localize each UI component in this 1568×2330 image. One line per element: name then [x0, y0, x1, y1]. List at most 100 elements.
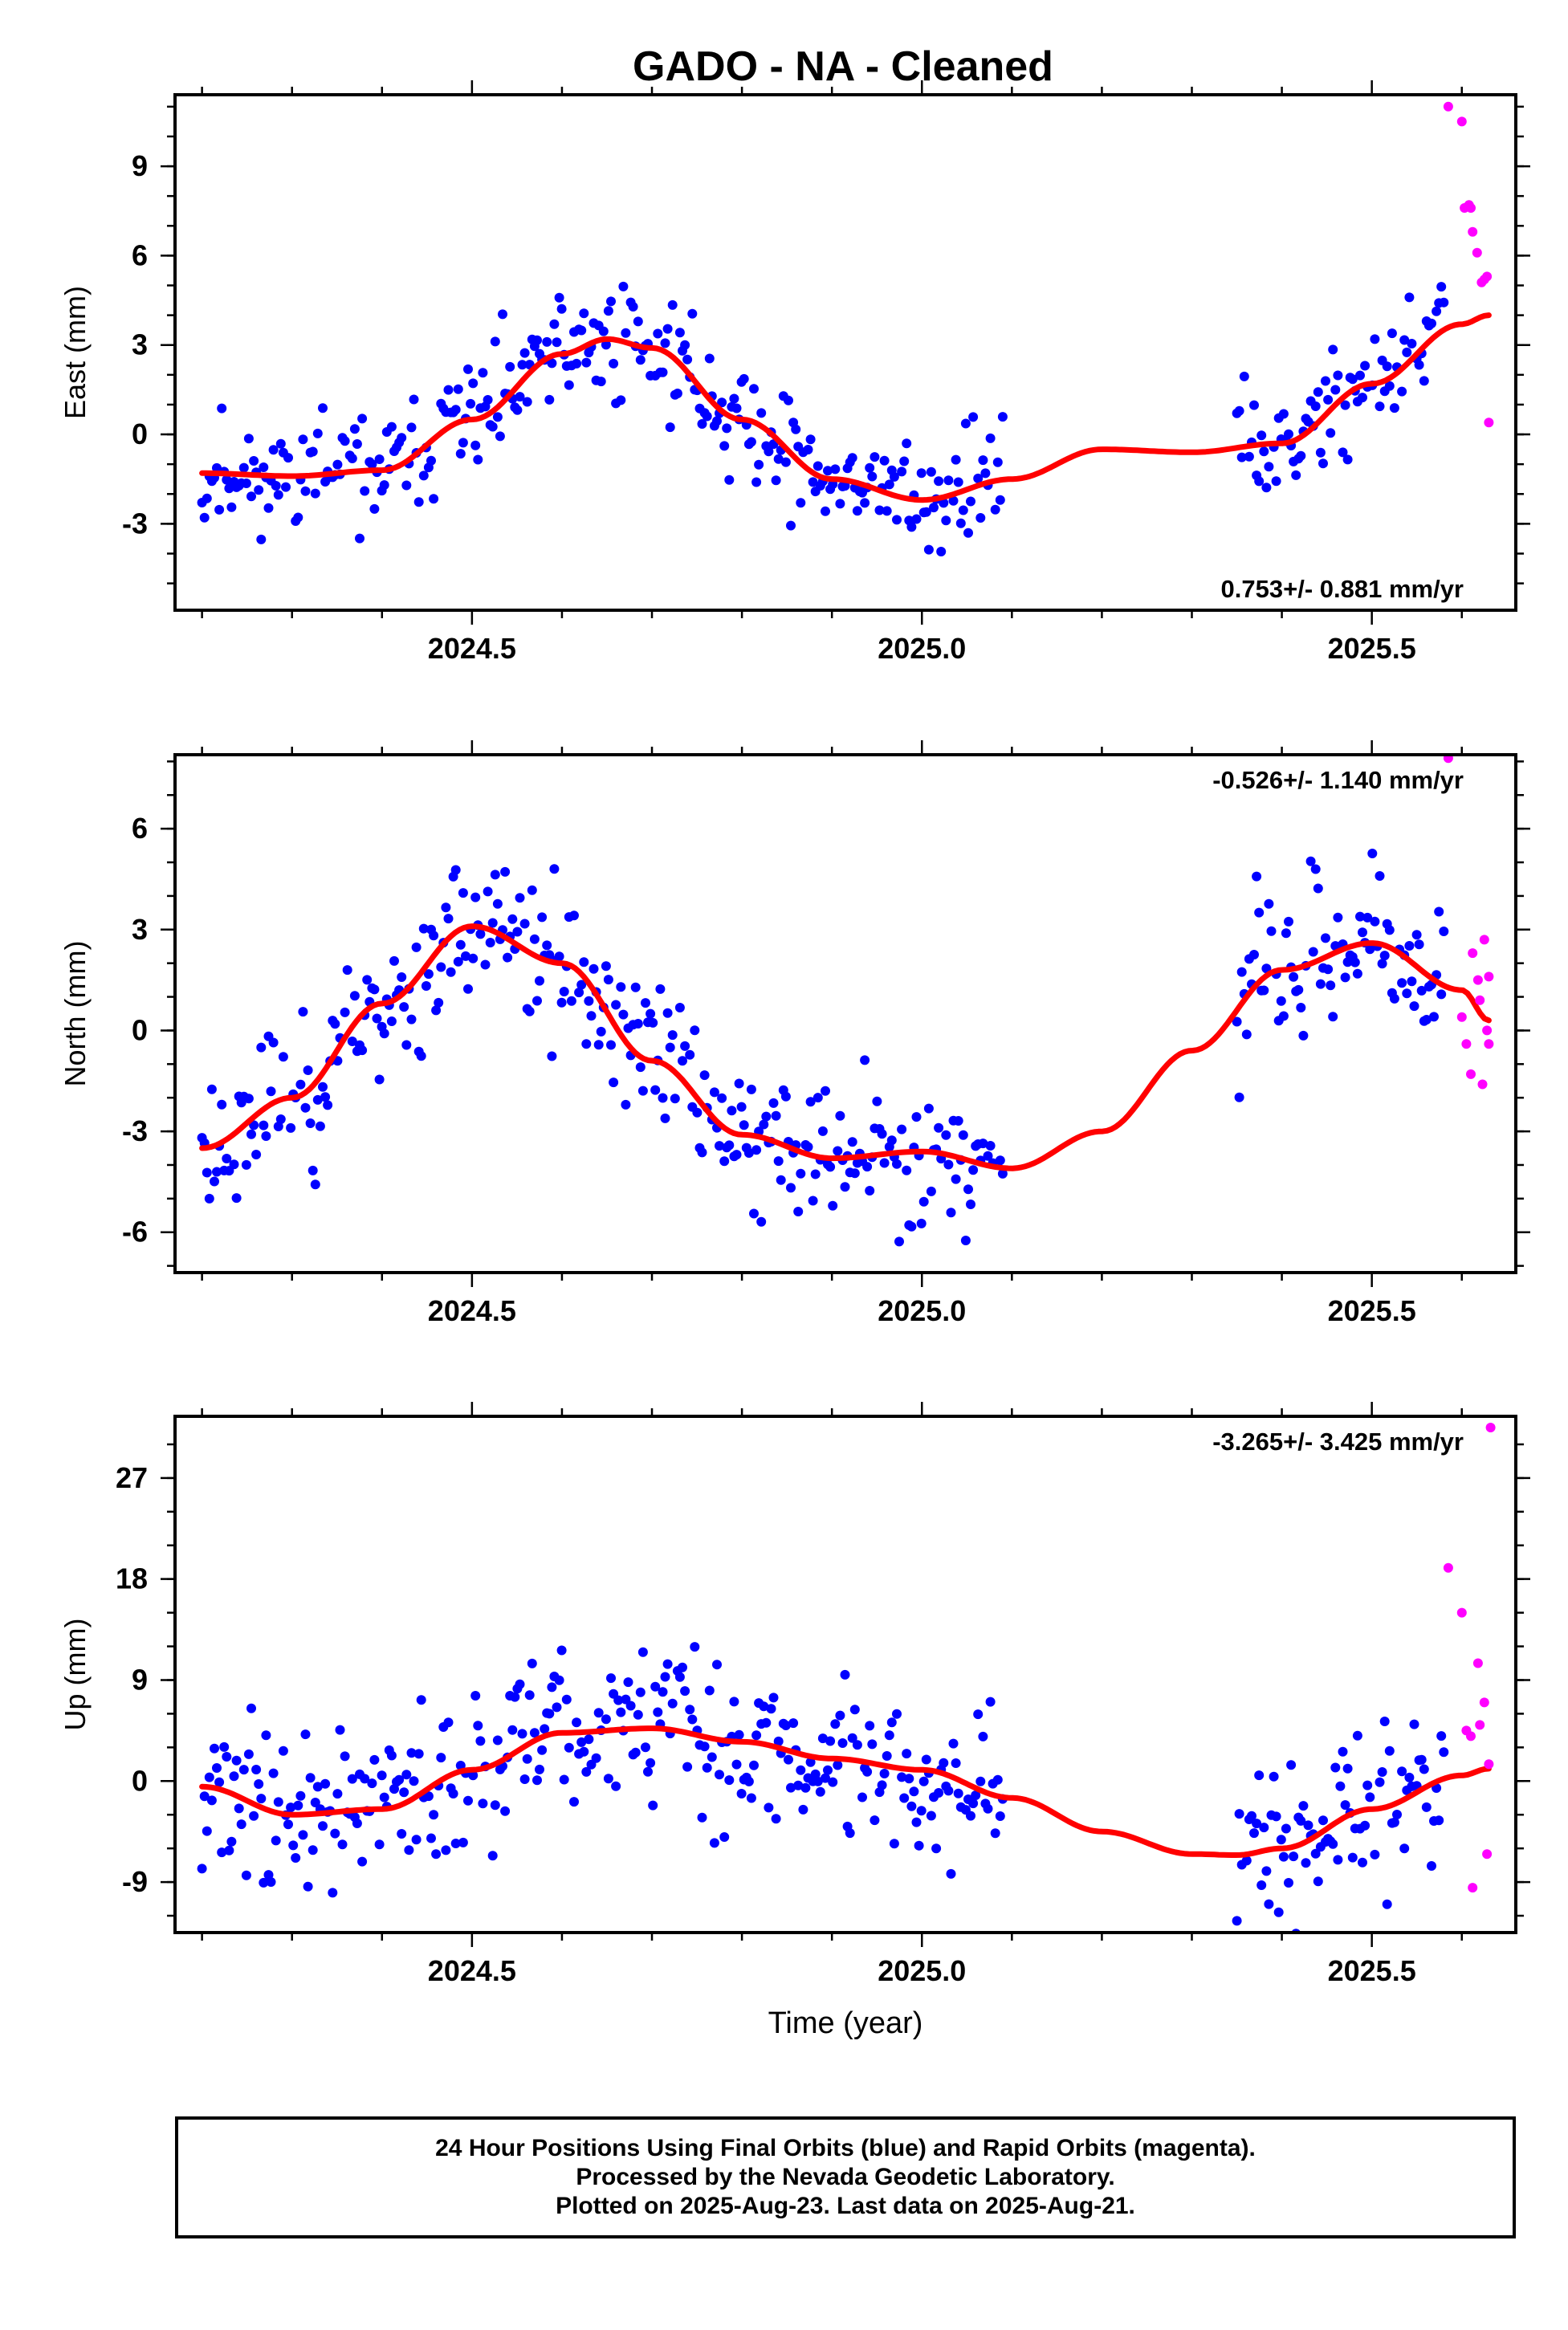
up-final-point: [386, 1750, 397, 1761]
up-final-point: [943, 1786, 954, 1796]
east-rapid-point: [1466, 203, 1476, 213]
north-final-point: [946, 1208, 956, 1218]
up-final-point: [641, 1742, 650, 1753]
north-final-point: [1365, 944, 1375, 955]
up-final-point: [909, 1786, 919, 1797]
up-rapid-point: [1485, 1423, 1496, 1432]
east-final-point: [717, 397, 727, 408]
east-final-point: [606, 296, 616, 307]
north-final-point: [295, 1079, 306, 1090]
north-final-point: [229, 1159, 239, 1170]
east-final-point: [572, 358, 582, 369]
north-final-point: [1434, 906, 1444, 917]
east-final-point: [492, 412, 503, 422]
north-final-point: [641, 998, 650, 1008]
north-final-point: [963, 1184, 973, 1195]
north-final-point: [251, 1150, 262, 1159]
north-final-point: [759, 1119, 769, 1130]
up-final-point: [443, 1717, 454, 1728]
north-final-point: [1232, 1016, 1242, 1027]
up-final-point: [889, 1839, 899, 1849]
north-final-point: [512, 927, 523, 937]
up-final-point: [852, 1740, 862, 1750]
north-final-point: [217, 1099, 227, 1110]
north-final-point: [554, 951, 564, 962]
up-final-point: [857, 1792, 867, 1802]
east-final-point: [214, 504, 225, 515]
north-final-point: [556, 997, 567, 1008]
up-final-point: [1232, 1916, 1242, 1926]
north-final-point: [833, 1146, 843, 1156]
up-final-point: [347, 1774, 357, 1784]
north-ylabel: North (mm): [59, 941, 92, 1087]
up-final-point: [1278, 1851, 1289, 1862]
north-final-point: [633, 1019, 643, 1029]
up-final-point: [298, 1830, 308, 1840]
north-final-point: [542, 940, 552, 951]
north-final-point: [736, 1102, 747, 1112]
east-rapid-point: [1456, 116, 1467, 127]
east-final-point: [238, 462, 249, 473]
east-ylabel: East (mm): [59, 286, 92, 419]
up-ytick-label: 9: [132, 1663, 148, 1696]
north-final-point: [749, 1208, 759, 1219]
up-final-point: [199, 1791, 210, 1802]
north-final-point: [1305, 856, 1316, 866]
north-ytick-label: -3: [122, 1114, 148, 1147]
up-final-point: [1273, 1907, 1284, 1917]
north-final-point: [724, 1140, 735, 1151]
east-final-point: [973, 473, 984, 483]
east-final-point: [340, 436, 350, 446]
north-final-point: [606, 1040, 616, 1050]
east-final-point: [1326, 428, 1336, 438]
north-final-point: [450, 865, 461, 875]
east-rapid-point: [1482, 271, 1493, 282]
up-final-point: [579, 1746, 589, 1757]
north-final-point: [751, 1145, 762, 1155]
north-rapid-point: [1484, 1039, 1494, 1049]
east-final-point: [547, 358, 557, 369]
north-final-point: [743, 1148, 754, 1158]
north-final-point: [1429, 1012, 1439, 1022]
up-final-point: [674, 1672, 685, 1682]
up-final-point: [971, 1790, 981, 1800]
east-final-point: [882, 506, 892, 516]
up-final-point: [1342, 1763, 1353, 1774]
north-final-point: [515, 893, 525, 903]
up-final-point: [800, 1782, 811, 1793]
north-final-point: [416, 1051, 426, 1061]
north-final-point: [441, 902, 451, 913]
north-final-point: [574, 988, 584, 998]
up-final-point: [241, 1870, 251, 1880]
up-final-point: [214, 1777, 225, 1787]
east-final-point: [680, 340, 690, 350]
up-final-point: [1247, 1811, 1256, 1821]
east-xtick-label: 2025.0: [878, 632, 966, 665]
footer-box: 24 Hour Positions Using Final Orbits (bl…: [175, 2116, 1516, 2238]
up-final-point: [825, 1736, 836, 1746]
up-final-point: [547, 1682, 557, 1693]
up-final-point: [821, 1773, 830, 1783]
north-final-point: [849, 1168, 860, 1179]
north-final-point: [566, 996, 576, 1006]
north-final-point: [202, 1167, 212, 1178]
north-final-point: [813, 1093, 823, 1103]
east-final-point: [505, 361, 515, 372]
east-final-point: [1355, 370, 1365, 381]
east-final-point: [687, 308, 698, 319]
east-final-point: [975, 513, 986, 523]
east-final-point: [249, 456, 259, 466]
north-final-point: [323, 1100, 333, 1110]
north-final-point: [453, 956, 463, 967]
up-final-point: [234, 1803, 244, 1814]
up-final-point: [254, 1779, 264, 1789]
east-final-point: [212, 462, 222, 473]
east-final-point: [268, 445, 279, 455]
north-final-point: [658, 1093, 668, 1103]
up-final-point: [1241, 1855, 1252, 1866]
east-final-point: [470, 440, 481, 450]
up-final-point: [210, 1743, 219, 1754]
north-final-point: [374, 1074, 385, 1085]
north-final-point: [527, 885, 537, 895]
east-final-point: [990, 504, 1000, 515]
